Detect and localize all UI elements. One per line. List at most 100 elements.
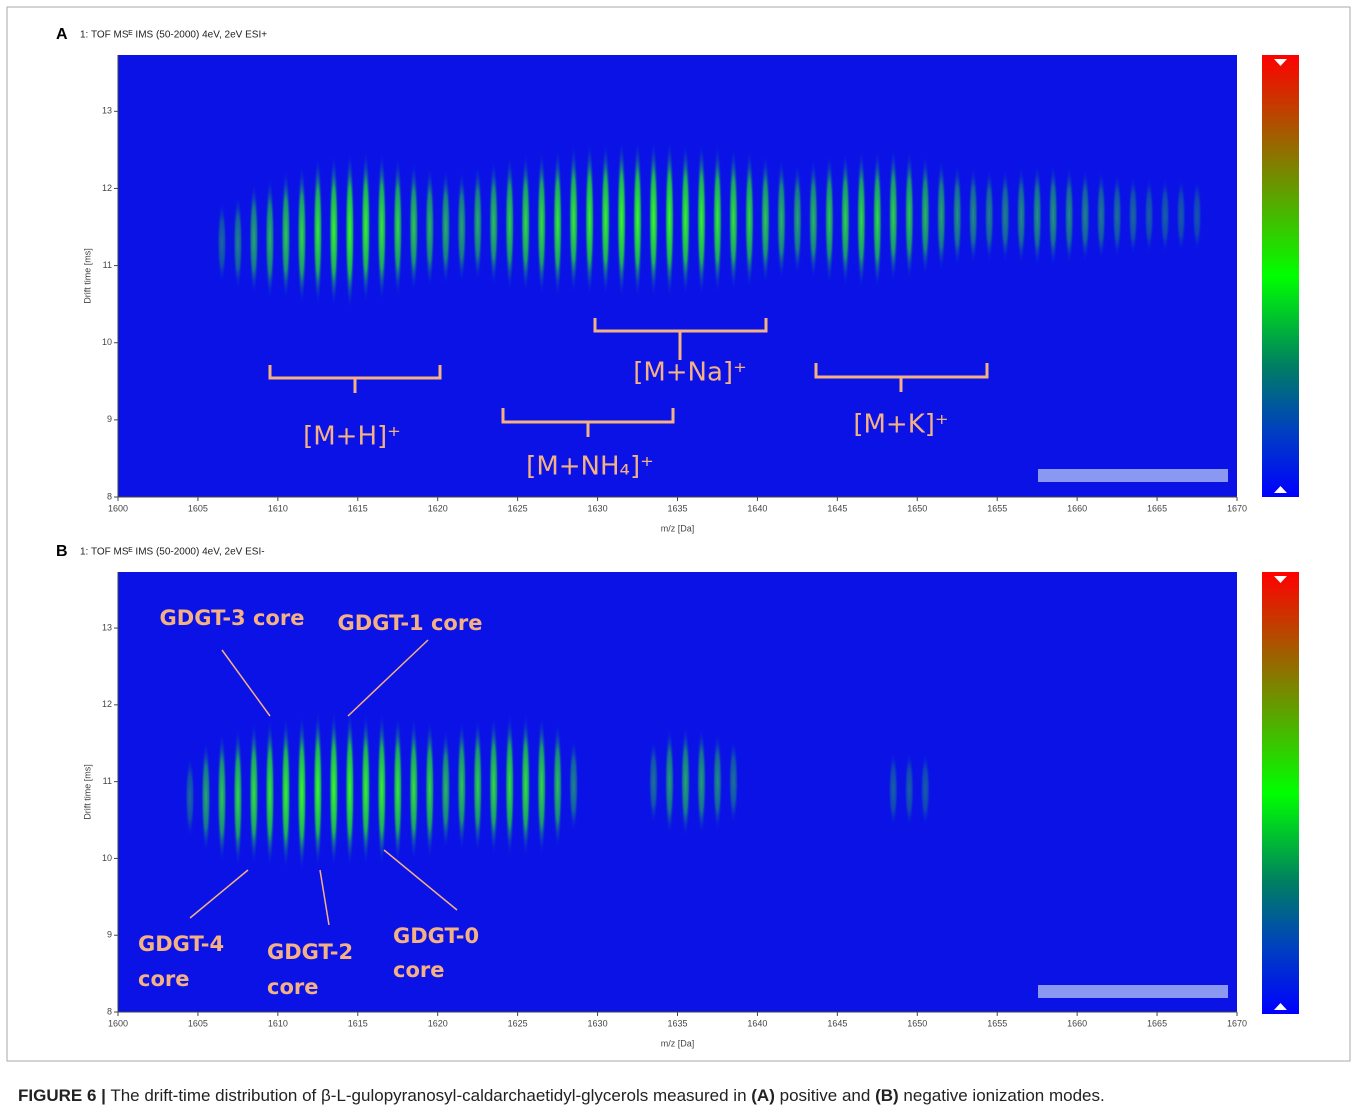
x-tick-label: 1635 bbox=[667, 1018, 687, 1028]
ion-streak bbox=[712, 143, 722, 296]
ion-streak bbox=[425, 718, 435, 861]
y-axis-label: Drift time [ms] bbox=[82, 248, 92, 304]
y-tick-label: 10 bbox=[102, 853, 112, 863]
ion-streak bbox=[936, 158, 946, 274]
ion-streak bbox=[680, 141, 690, 298]
x-tick-label: 1610 bbox=[268, 503, 288, 513]
ion-streak bbox=[457, 719, 467, 853]
y-tick-label: 11 bbox=[103, 260, 112, 270]
x-tick-label: 1615 bbox=[348, 503, 368, 513]
x-tick-label: 1650 bbox=[907, 1018, 927, 1028]
x-tick-label: 1630 bbox=[588, 503, 608, 513]
y-tick-label: 10 bbox=[102, 337, 112, 347]
x-tick-label: 1620 bbox=[428, 1018, 448, 1028]
ion-streak bbox=[585, 141, 595, 298]
ion-streak bbox=[888, 750, 898, 828]
ion-streak bbox=[473, 163, 483, 283]
ion-streak bbox=[553, 721, 563, 850]
ion-streak bbox=[808, 157, 818, 282]
ion-streak bbox=[393, 155, 403, 298]
ion-streak bbox=[185, 756, 195, 839]
annotation: GDGT-0 bbox=[393, 924, 479, 948]
x-tick-label: 1640 bbox=[747, 503, 767, 513]
ion-streak bbox=[345, 709, 355, 870]
ion-streak bbox=[281, 715, 291, 872]
ion-streak bbox=[968, 165, 978, 267]
ion-streak bbox=[409, 160, 419, 294]
ion-streak bbox=[680, 724, 690, 839]
ion-streak bbox=[1080, 167, 1090, 264]
ion-streak bbox=[297, 163, 307, 306]
annotation: GDGT-3 core bbox=[160, 606, 305, 630]
ion-streak bbox=[297, 713, 307, 874]
caption-text: negative ionization modes. bbox=[903, 1086, 1104, 1105]
ion-streak bbox=[1176, 177, 1186, 254]
x-axis-label: m/z [Da] bbox=[661, 523, 695, 533]
panel-title: 1: TOF MSᴱ IMS (50-2000) 4eV, 2eV ESI- bbox=[80, 547, 265, 558]
ion-streak bbox=[633, 138, 643, 300]
ion-streak bbox=[569, 737, 579, 834]
ion-streak bbox=[553, 147, 563, 300]
ion-streak bbox=[569, 143, 579, 296]
ion-streak bbox=[776, 157, 786, 282]
annotation: core bbox=[267, 975, 318, 999]
ion-streak bbox=[617, 138, 627, 300]
ion-streak bbox=[665, 726, 675, 837]
ion-streak bbox=[1112, 171, 1122, 259]
ion-streak bbox=[1064, 165, 1074, 267]
ion-streak bbox=[313, 709, 323, 870]
ion-streak bbox=[329, 709, 339, 870]
y-tick-label: 13 bbox=[102, 106, 112, 116]
ion-streak bbox=[952, 162, 962, 268]
ion-streak bbox=[265, 717, 275, 869]
ion-streak bbox=[505, 712, 515, 859]
caption-text: (A) bbox=[751, 1086, 775, 1105]
ion-streak bbox=[649, 738, 659, 826]
y-tick-label: 13 bbox=[102, 622, 112, 632]
x-tick-label: 1660 bbox=[1067, 503, 1087, 513]
x-tick-label: 1655 bbox=[987, 1018, 1007, 1028]
y-tick-label: 8 bbox=[107, 491, 112, 501]
x-axis-label: m/z [Da] bbox=[661, 1038, 695, 1048]
y-tick-label: 8 bbox=[107, 1006, 112, 1016]
x-tick-label: 1640 bbox=[747, 1018, 767, 1028]
y-tick-label: 12 bbox=[102, 699, 112, 709]
ion-streak bbox=[601, 141, 611, 298]
ion-streak bbox=[201, 739, 211, 854]
ion-streak bbox=[1048, 162, 1058, 268]
ion-streak bbox=[393, 713, 403, 865]
ion-streak bbox=[840, 150, 850, 289]
ion-streak bbox=[265, 176, 275, 301]
color-bar bbox=[1262, 55, 1299, 1014]
ion-streak bbox=[696, 141, 706, 298]
ion-streak bbox=[888, 146, 898, 285]
x-tick-label: 1600 bbox=[108, 1018, 128, 1028]
ion-streak bbox=[377, 711, 387, 868]
ion-streak bbox=[1160, 176, 1170, 255]
x-tick-label: 1600 bbox=[108, 503, 128, 513]
ion-streak bbox=[441, 727, 451, 851]
ion-streak bbox=[1096, 169, 1106, 262]
ion-streak bbox=[217, 730, 227, 864]
ion-streak bbox=[489, 714, 499, 857]
ion-streak bbox=[233, 726, 243, 869]
ion-streak bbox=[872, 148, 882, 291]
ion-streak bbox=[537, 149, 547, 297]
annotation: GDGT-2 bbox=[267, 940, 353, 964]
ion-streak bbox=[1016, 165, 1026, 267]
ion-streak bbox=[984, 167, 994, 264]
ion-streak bbox=[904, 750, 914, 828]
ion-streak bbox=[425, 165, 435, 290]
annotation: [M+NH₄]⁺ bbox=[526, 452, 654, 482]
x-tick-label: 1625 bbox=[508, 503, 528, 513]
annotation: [M+K]⁺ bbox=[853, 410, 948, 440]
x-tick-label: 1665 bbox=[1147, 503, 1167, 513]
x-tick-label: 1665 bbox=[1147, 1018, 1167, 1028]
x-tick-label: 1610 bbox=[268, 1018, 288, 1028]
y-axis-label: Drift time [ms] bbox=[82, 764, 92, 820]
x-tick-label: 1605 bbox=[188, 1018, 208, 1028]
ion-streak bbox=[233, 194, 243, 291]
ion-streak bbox=[920, 153, 930, 278]
ion-streak bbox=[728, 145, 738, 293]
y-tick-label: 9 bbox=[107, 414, 112, 424]
